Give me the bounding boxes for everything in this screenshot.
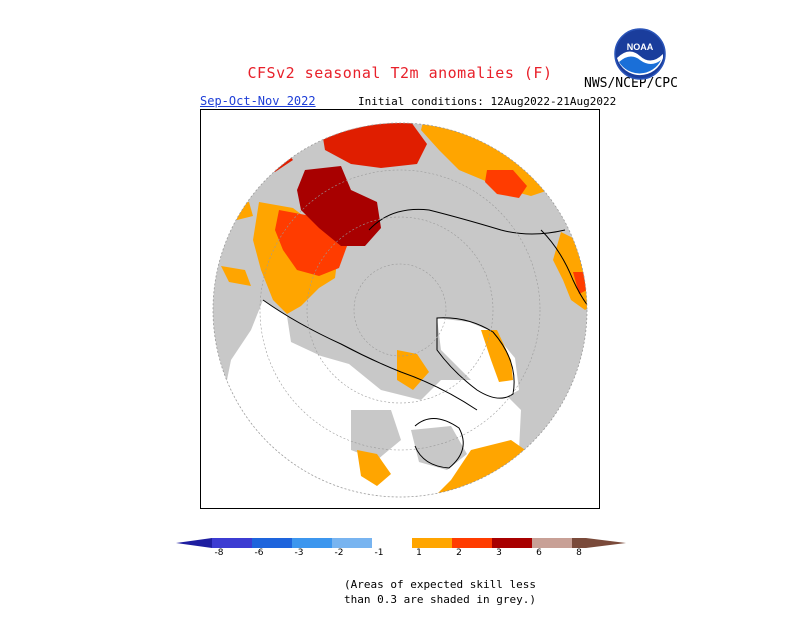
season-label: Sep-Oct-Nov 2022	[200, 94, 316, 108]
warm-region-greenland-coast	[481, 330, 513, 382]
colorbar-bin	[412, 538, 452, 548]
graticule-circle	[353, 263, 447, 357]
colorbar-label: 2	[456, 548, 462, 558]
skill-note-line-2: than 0.3 are shaded in grey.)	[343, 593, 537, 606]
graticule-circle	[306, 216, 494, 404]
coastline-north-america	[262, 299, 478, 411]
coastline-hudson-bay	[414, 418, 464, 469]
colorbar-label: -6	[254, 548, 264, 558]
warm-region-small-2	[221, 266, 251, 286]
colorbar-label: -3	[294, 548, 304, 558]
colorbar-label: -2	[334, 548, 344, 558]
warm-region-east-europe	[485, 170, 527, 198]
coastline-greenland	[436, 317, 515, 399]
coastline-siberia	[368, 208, 566, 235]
skill-note: (Areas of expected skill less than 0.3 a…	[340, 577, 540, 607]
colorbar-label: -1	[374, 548, 384, 558]
colorbar-label: 3	[496, 548, 502, 558]
warm-region-chukotka	[275, 210, 347, 276]
agency-label: NWS/NCEP/CPC	[584, 76, 678, 91]
colorbar	[176, 538, 626, 548]
colorbar-bin	[532, 538, 572, 548]
colorbar-bin	[332, 538, 372, 548]
coastline-europe	[540, 229, 587, 319]
warm-region-us-central	[357, 450, 391, 486]
noaa-logo: NOAA	[614, 28, 666, 80]
polar-map-svg	[212, 122, 588, 498]
colorbar-arrow-cold	[176, 538, 212, 548]
initial-conditions-label: Initial conditions: 12Aug2022-21Aug2022	[358, 95, 617, 108]
colorbar-bin	[452, 538, 492, 548]
skill-note-line-1: (Areas of expected skill less	[343, 578, 537, 591]
colorbar-label: 8	[576, 548, 582, 558]
colorbar-bin	[292, 538, 332, 548]
colorbar-label: 1	[416, 548, 422, 558]
grey-region-hudson	[411, 426, 467, 470]
colorbar-label: -8	[214, 548, 224, 558]
colorbar-bin	[252, 538, 292, 548]
colorbar-bin	[372, 538, 412, 548]
colorbar-bin	[212, 538, 252, 548]
map-outline	[212, 122, 588, 498]
chart-title: CFSv2 seasonal T2m anomalies (F)	[247, 64, 553, 82]
polar-map	[200, 109, 600, 509]
grey-region-canada	[351, 410, 401, 460]
svg-text:NOAA: NOAA	[627, 42, 654, 52]
colorbar-label: 6	[536, 548, 542, 558]
warm-region-europe	[553, 232, 587, 310]
graticule-circle	[259, 169, 541, 451]
colorbar-bin	[492, 538, 532, 548]
colorbar-arrow-warm	[572, 538, 626, 548]
